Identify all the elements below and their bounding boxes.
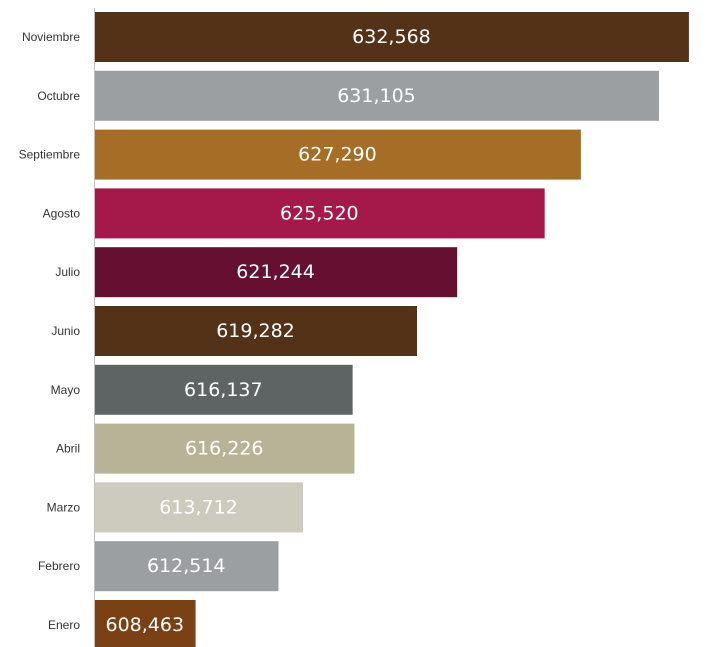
bar-julio [94,247,458,298]
category-label-mayo: Mayo [51,383,81,397]
category-label-julio: Julio [55,265,80,279]
bar-septiembre [94,129,581,180]
bar-mayo [94,364,353,415]
bar-enero [94,600,196,647]
category-label-junio: Junio [51,324,80,338]
category-label-octubre: Octubre [37,89,80,103]
bar-marzo [94,482,304,533]
value-label-mayo: 616,137 [184,379,263,401]
value-labels: 632,568 631,105 627,290 625,520 621,244 619,2… [105,26,430,636]
bar-junio [94,306,418,356]
category-label-enero: Enero [48,618,80,632]
value-label-septiembre: 627,290 [298,144,377,166]
category-label-septiembre: Septiembre [19,148,81,162]
category-label-agosto: Agosto [43,206,81,220]
bar-noviembre [94,12,689,62]
value-label-febrero: 612,514 [147,555,226,577]
value-label-enero: 608,463 [105,614,184,636]
category-label-marzo: Marzo [47,500,81,514]
bar-octubre [94,70,659,121]
value-label-agosto: 625,520 [280,202,359,224]
category-label-febrero: Febrero [38,559,80,573]
value-label-marzo: 613,712 [159,496,238,518]
value-label-julio: 621,244 [236,261,315,283]
bar-agosto [94,188,545,239]
value-label-junio: 619,282 [216,320,295,342]
category-labels: Noviembre Octubre Septiembre Agosto Julio Jun… [19,30,81,632]
value-label-noviembre: 632,568 [352,26,431,48]
category-label-noviembre: Noviembre [22,30,80,44]
bars-group [94,12,689,647]
category-label-abril: Abril [56,442,80,456]
value-label-octubre: 631,105 [337,85,416,107]
bar-febrero [94,541,279,592]
bar-abril [94,423,355,474]
value-label-abril: 616,226 [185,438,264,460]
